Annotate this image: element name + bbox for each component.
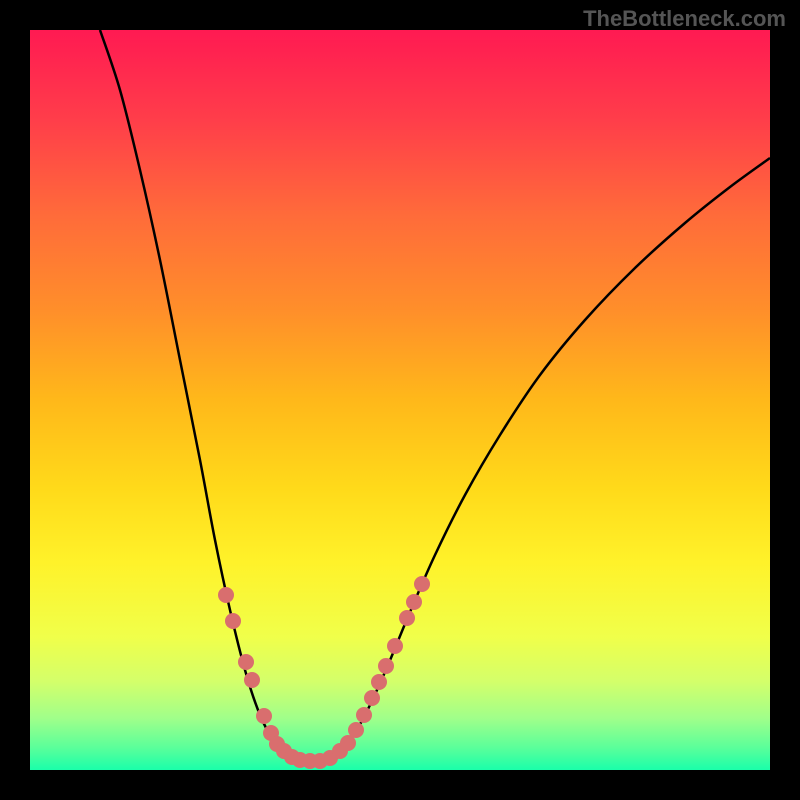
data-dot [238,654,254,670]
data-dot [387,638,403,654]
data-dot [225,613,241,629]
watermark-text: TheBottleneck.com [583,6,786,32]
data-dot [218,587,234,603]
v-curve [100,30,770,761]
data-dot [244,672,260,688]
data-dot [348,722,364,738]
data-dot [371,674,387,690]
data-dots [218,576,430,769]
data-dot [399,610,415,626]
chart-plot-area [30,30,770,770]
data-dot [356,707,372,723]
data-dot [414,576,430,592]
data-dot [256,708,272,724]
data-dot [406,594,422,610]
data-dot [364,690,380,706]
data-dot [378,658,394,674]
curve-layer [30,30,770,770]
